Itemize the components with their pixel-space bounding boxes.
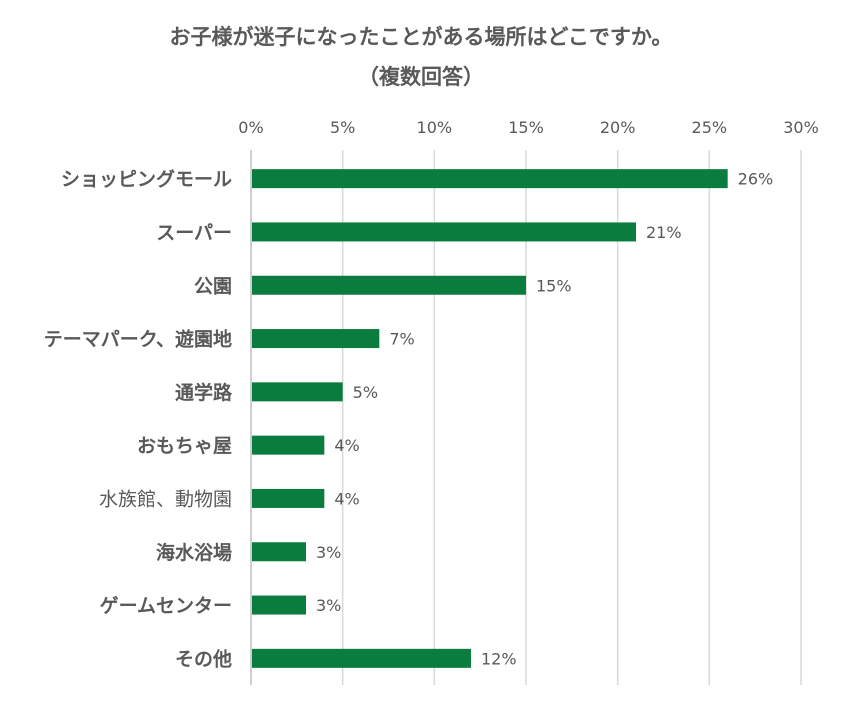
x-tick-label: 0% bbox=[238, 118, 263, 137]
category-label: 水族館、動物園 bbox=[99, 488, 232, 510]
category-label: 海水浴場 bbox=[156, 541, 232, 564]
data-label: 3% bbox=[316, 596, 341, 615]
data-label: 15% bbox=[536, 276, 572, 295]
x-tick-label: 20% bbox=[600, 118, 636, 137]
data-label: 4% bbox=[334, 436, 359, 455]
category-labels: ショッピングモールスーパー公園テーマパーク、遊園地通学路おもちゃ屋水族館、動物園… bbox=[44, 168, 233, 671]
bar bbox=[252, 648, 471, 668]
x-tick-label: 10% bbox=[417, 118, 453, 137]
bar bbox=[252, 329, 380, 349]
x-tick-label: 15% bbox=[508, 118, 544, 137]
x-tick-label: 25% bbox=[692, 118, 728, 137]
category-label: 通学路 bbox=[175, 381, 233, 404]
x-axis-ticks: 0% 5% 10% 15% 20% 25% 30% bbox=[238, 118, 818, 137]
bar bbox=[252, 222, 636, 242]
chart-title: お子様が迷子になったことがある場所はどこですか。 bbox=[170, 25, 673, 49]
category-label: ショッピングモール bbox=[61, 168, 232, 191]
chart-subtitle: （複数回答） bbox=[358, 65, 484, 89]
bar bbox=[252, 488, 325, 508]
data-label: 5% bbox=[353, 383, 378, 402]
bars bbox=[252, 169, 728, 668]
bar bbox=[252, 275, 526, 295]
x-tick-label: 5% bbox=[330, 118, 355, 137]
category-label: 公園 bbox=[194, 275, 232, 297]
data-labels: 26% 21% 15% 7% 5% 4% 4% 3% 3% 12% bbox=[316, 170, 773, 669]
data-label: 4% bbox=[334, 489, 359, 508]
data-label: 3% bbox=[316, 543, 341, 562]
data-label: 26% bbox=[738, 170, 774, 189]
bar bbox=[252, 595, 306, 615]
bar bbox=[252, 542, 306, 562]
x-tick-label: 30% bbox=[783, 118, 819, 137]
category-label: ゲームセンター bbox=[100, 595, 232, 617]
category-label: おもちゃ屋 bbox=[137, 435, 232, 457]
bar bbox=[252, 382, 343, 402]
data-label: 12% bbox=[481, 649, 517, 668]
category-label: スーパー bbox=[156, 222, 232, 244]
data-label: 21% bbox=[646, 223, 682, 242]
data-label: 7% bbox=[389, 330, 414, 349]
bar bbox=[252, 169, 728, 189]
category-label: その他 bbox=[175, 647, 232, 670]
bar bbox=[252, 435, 325, 455]
category-label: テーマパーク、遊園地 bbox=[44, 328, 232, 351]
